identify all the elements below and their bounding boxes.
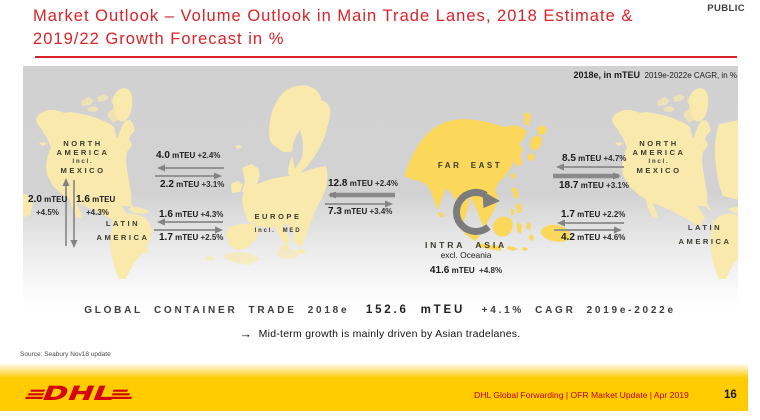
svg-text:DHL: DHL <box>40 382 121 404</box>
